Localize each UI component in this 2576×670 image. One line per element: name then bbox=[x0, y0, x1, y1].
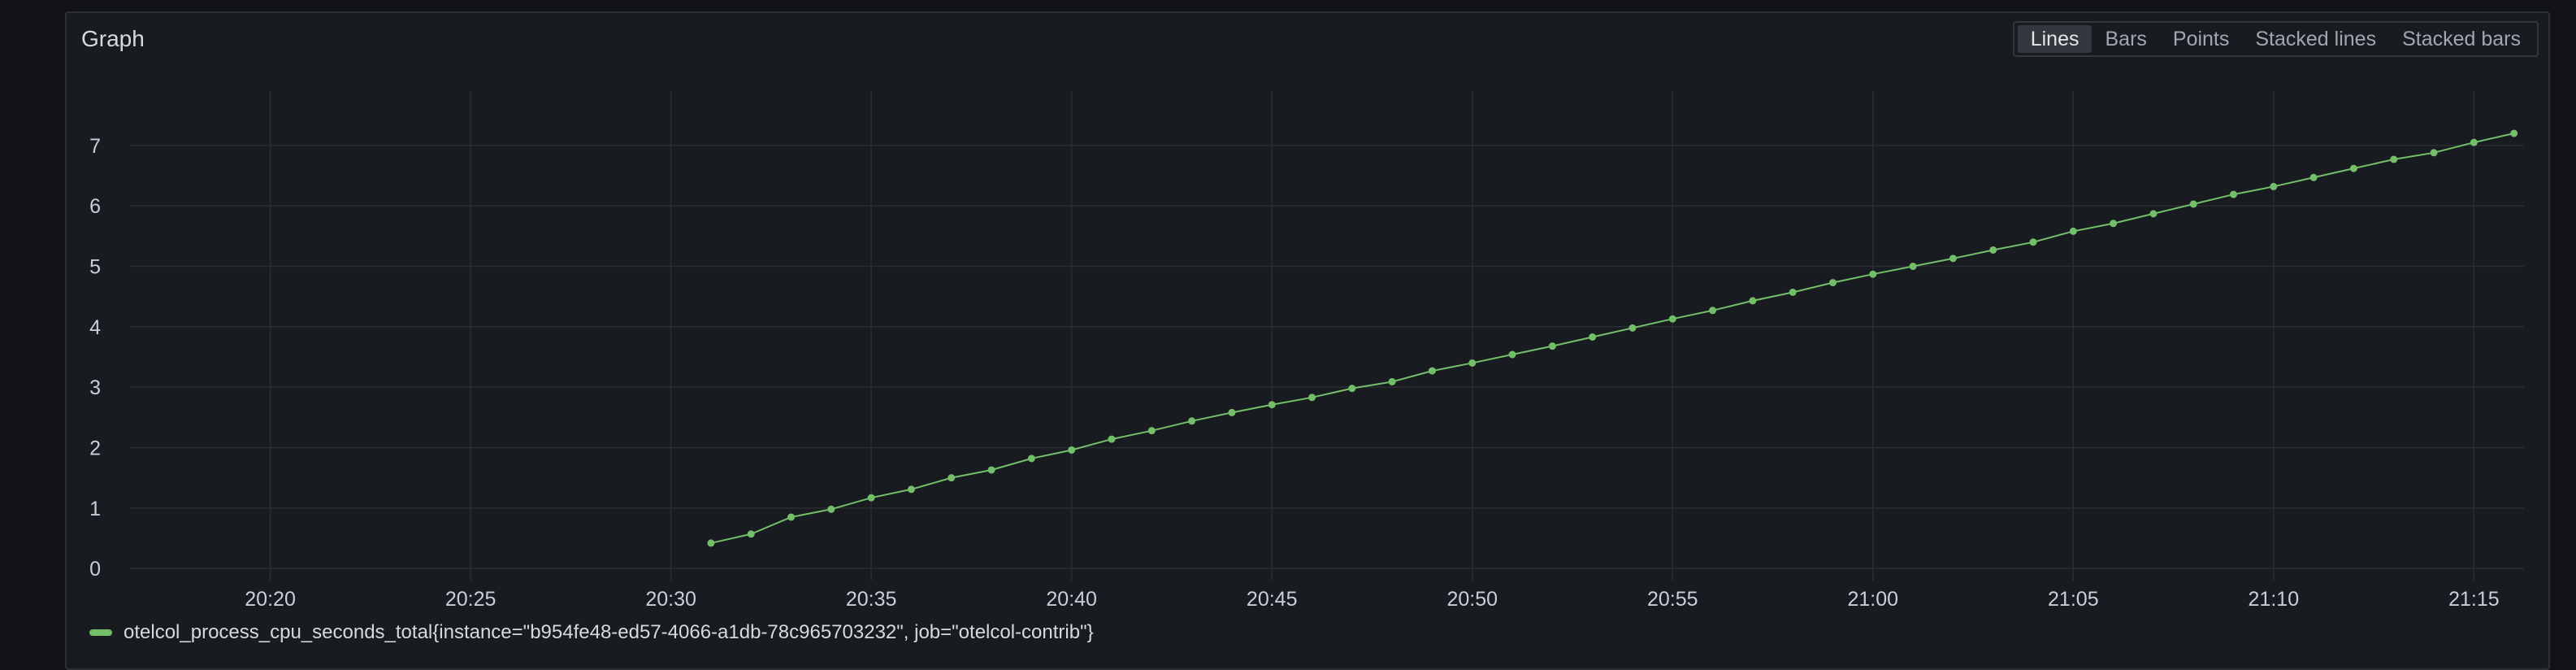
data-point[interactable] bbox=[787, 513, 796, 521]
data-point[interactable] bbox=[1869, 270, 1877, 278]
data-point[interactable] bbox=[1108, 435, 1116, 443]
data-point[interactable] bbox=[1188, 417, 1196, 425]
y-tick-label: 4 bbox=[89, 316, 101, 339]
data-point[interactable] bbox=[2230, 190, 2238, 198]
x-tick-label: 20:55 bbox=[1647, 588, 1698, 611]
series-group bbox=[707, 129, 2518, 547]
y-tick-label: 5 bbox=[89, 256, 101, 279]
x-tick-label: 21:05 bbox=[2048, 588, 2099, 611]
x-tick-label: 20:25 bbox=[445, 588, 497, 611]
data-point[interactable] bbox=[1709, 307, 1717, 315]
x-tick-label: 21:15 bbox=[2448, 588, 2500, 611]
legend-swatch bbox=[89, 629, 112, 636]
y-tick-label: 0 bbox=[89, 558, 101, 581]
y-axis: 0 1 2 3 4 5 6 7 bbox=[89, 135, 101, 581]
x-tick-label: 20:45 bbox=[1247, 588, 1298, 611]
x-tick-label: 20:35 bbox=[846, 588, 897, 611]
x-tick-label: 20:20 bbox=[245, 588, 296, 611]
data-point[interactable] bbox=[2430, 149, 2438, 157]
data-point[interactable] bbox=[2390, 155, 2398, 163]
data-point[interactable] bbox=[1388, 377, 1396, 385]
panel-title: Graph bbox=[81, 26, 145, 51]
display-mode-group: Lines Bars Points Stacked lines Stacked … bbox=[2012, 21, 2539, 57]
y-tick-label: 3 bbox=[89, 376, 101, 399]
mode-button-points[interactable]: Points bbox=[2160, 25, 2242, 53]
data-point[interactable] bbox=[1027, 455, 1035, 463]
x-tick-label: 20:50 bbox=[1446, 588, 1498, 611]
mode-button-stacked-lines[interactable]: Stacked lines bbox=[2242, 25, 2389, 53]
data-point[interactable] bbox=[747, 530, 755, 538]
data-point[interactable] bbox=[1749, 297, 1757, 305]
data-point[interactable] bbox=[2149, 210, 2158, 218]
data-point[interactable] bbox=[2270, 182, 2278, 190]
mode-button-bars[interactable]: Bars bbox=[2092, 25, 2159, 53]
graph-panel: Graph Lines Bars Points Stacked lines St… bbox=[65, 11, 2550, 670]
series-line bbox=[710, 133, 2514, 544]
y-tick-label: 1 bbox=[89, 498, 101, 520]
data-point[interactable] bbox=[1308, 394, 1316, 402]
data-point[interactable] bbox=[1989, 246, 1997, 254]
data-point[interactable] bbox=[1068, 446, 1076, 454]
mode-button-stacked-bars[interactable]: Stacked bars bbox=[2389, 25, 2534, 53]
data-point[interactable] bbox=[1228, 408, 1236, 416]
data-point[interactable] bbox=[2110, 220, 2118, 228]
data-point[interactable] bbox=[987, 466, 995, 474]
y-tick-label: 6 bbox=[89, 195, 101, 218]
data-point[interactable] bbox=[1668, 315, 1676, 323]
legend-label: otelcol_process_cpu_seconds_total{instan… bbox=[124, 621, 1094, 643]
data-point[interactable] bbox=[948, 474, 956, 482]
x-tick-label: 20:30 bbox=[645, 588, 696, 611]
data-point[interactable] bbox=[1428, 367, 1436, 375]
left-gutter bbox=[0, 0, 62, 655]
data-point[interactable] bbox=[1909, 263, 1917, 271]
data-point[interactable] bbox=[2189, 200, 2197, 208]
data-point[interactable] bbox=[1548, 342, 1556, 350]
x-tick-label: 21:10 bbox=[2249, 588, 2300, 611]
data-point[interactable] bbox=[907, 485, 915, 494]
x-tick-label: 20:40 bbox=[1046, 588, 1097, 611]
data-point[interactable] bbox=[2470, 138, 2478, 146]
data-point[interactable] bbox=[1348, 385, 1356, 393]
x-axis: 20:20 20:25 20:30 20:35 20:40 20:45 20:50 20:55… bbox=[245, 588, 2499, 611]
data-point[interactable] bbox=[827, 505, 835, 513]
data-point[interactable] bbox=[1789, 288, 1797, 296]
data-point[interactable] bbox=[1147, 427, 1156, 435]
grid-lines bbox=[130, 91, 2524, 581]
data-point[interactable] bbox=[1268, 401, 1276, 409]
data-point[interactable] bbox=[2029, 238, 2037, 246]
data-point[interactable] bbox=[2349, 164, 2357, 172]
data-point[interactable] bbox=[1589, 333, 1597, 341]
data-point[interactable] bbox=[2309, 173, 2318, 181]
x-tick-label: 21:00 bbox=[1848, 588, 1899, 611]
data-point[interactable] bbox=[867, 494, 875, 502]
data-point[interactable] bbox=[1628, 324, 1637, 332]
y-tick-label: 2 bbox=[89, 437, 101, 459]
data-point[interactable] bbox=[2510, 129, 2518, 137]
data-point[interactable] bbox=[707, 539, 715, 547]
data-point[interactable] bbox=[1949, 255, 1957, 263]
legend[interactable]: otelcol_process_cpu_seconds_total{instan… bbox=[89, 621, 1094, 644]
mode-button-lines[interactable]: Lines bbox=[2017, 25, 2092, 53]
data-point[interactable] bbox=[1828, 279, 1837, 287]
data-point[interactable] bbox=[1508, 350, 1516, 359]
data-point[interactable] bbox=[1468, 359, 1477, 367]
data-point[interactable] bbox=[2069, 227, 2077, 235]
y-tick-label: 7 bbox=[89, 135, 101, 158]
